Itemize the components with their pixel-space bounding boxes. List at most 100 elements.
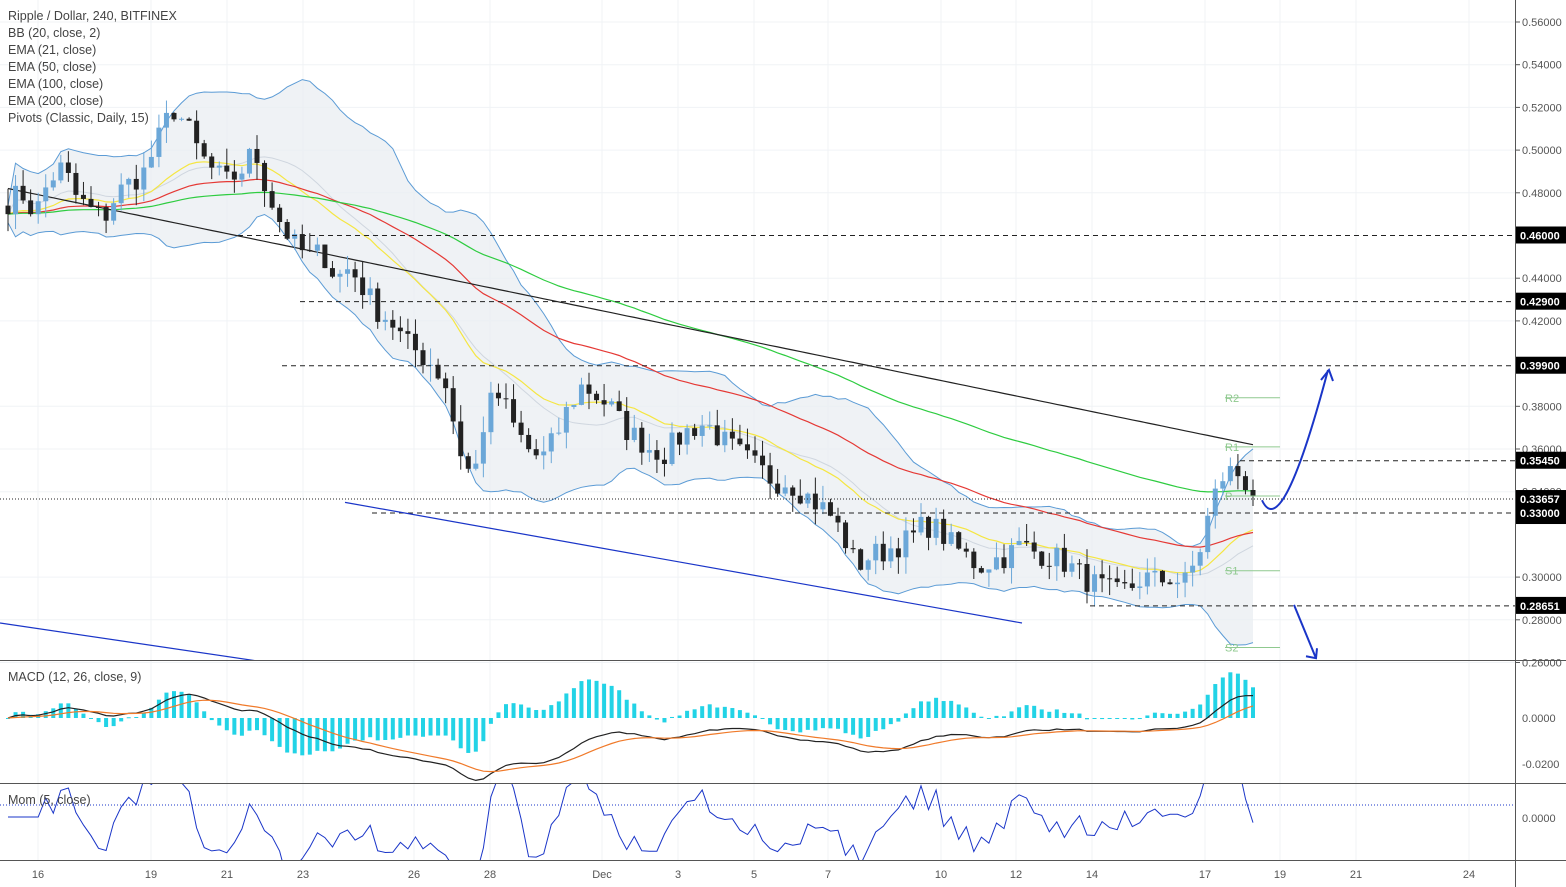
macd-histogram-bar — [300, 718, 305, 756]
candle-body — [269, 191, 275, 208]
macd-pane[interactable] — [6, 672, 1255, 782]
price-tick-label: 0.38000 — [1522, 401, 1562, 413]
candle-body — [895, 548, 901, 558]
macd-histogram-bar — [164, 692, 169, 718]
macd-histogram-bar — [1122, 718, 1127, 719]
indicator-ema100[interactable]: EMA (100, close) — [8, 77, 104, 91]
candle-body — [352, 269, 358, 278]
macd-histogram-bar — [194, 702, 199, 718]
candle-body — [1152, 570, 1158, 573]
indicator-ema200[interactable]: EMA (200, close) — [8, 94, 104, 108]
candle-body — [578, 384, 584, 405]
macd-histogram-bar — [202, 711, 207, 718]
macd-tick-label: 0.0000 — [1522, 713, 1556, 725]
candle-body — [103, 207, 109, 221]
candle-body — [1069, 563, 1075, 572]
candle-body — [865, 560, 871, 570]
macd-histogram-bar — [549, 705, 554, 718]
projection-arrow-down-head — [1305, 648, 1318, 660]
price-tick-label: 0.28000 — [1522, 615, 1562, 627]
time-tick-label: 28 — [484, 869, 496, 881]
candle-body — [35, 201, 41, 215]
macd-histogram-bar — [730, 708, 735, 718]
momentum-label[interactable]: Mom (5, close) — [8, 793, 91, 807]
macd-histogram-bar — [315, 718, 320, 751]
candle-body — [443, 378, 449, 389]
candle-body — [201, 143, 207, 157]
macd-histogram-bar — [89, 718, 93, 719]
candle-body — [133, 178, 139, 190]
price-level-tag — [1516, 504, 1566, 522]
candle-body — [20, 185, 26, 201]
candle-body — [141, 167, 147, 190]
price-level-tag-label: 0.33657 — [1520, 494, 1560, 506]
candle-body — [511, 399, 517, 423]
symbol-title[interactable]: Ripple / Dollar, 240, BITFINEX — [8, 9, 177, 23]
indicator-ema21[interactable]: EMA (21, close) — [8, 43, 97, 57]
macd-histogram-bar — [473, 718, 478, 752]
macd-histogram-bar — [964, 707, 969, 718]
candle-body — [1009, 545, 1015, 569]
macd-histogram-bar — [790, 718, 795, 732]
candle-body — [616, 401, 622, 411]
candle-body — [526, 434, 532, 450]
price-axis[interactable]: 0.56000 0.54000 0.52000 0.50000 0.48000 0.440… — [1515, 17, 1566, 670]
candle-body — [375, 288, 381, 322]
candle-body — [111, 203, 117, 221]
macd-histogram-bar — [1205, 694, 1210, 718]
candle-body — [556, 432, 562, 434]
price-tick-label: 0.54000 — [1522, 60, 1562, 72]
macd-histogram-bar — [443, 718, 448, 736]
candle-body — [337, 273, 343, 277]
macd-histogram-bar — [805, 718, 810, 730]
time-tick-label: 17 — [1199, 869, 1211, 881]
macd-histogram-bar — [496, 712, 501, 718]
macd-label[interactable]: MACD (12, 26, close, 9) — [8, 670, 142, 684]
macd-histogram-bar — [375, 718, 380, 741]
macd-histogram-bar — [979, 716, 984, 718]
candle-body — [812, 493, 818, 510]
indicator-pivots[interactable]: Pivots (Classic, Daily, 15) — [8, 111, 149, 125]
time-axis[interactable]: 16 19 21 23 26 28 Dec 3 5 7 10 12 14 17 19 21 24 — [32, 869, 1475, 881]
price-pane[interactable]: R2 R1 P S1 S2 — [0, 79, 1515, 691]
macd-histogram-bar — [662, 718, 667, 723]
candle-body — [1046, 565, 1052, 567]
candle-body — [262, 162, 268, 192]
candle-body — [65, 162, 71, 173]
candle-body — [314, 244, 320, 251]
macd-histogram-bar — [949, 700, 954, 718]
macd-line — [7, 693, 1254, 782]
macd-histogram-bar — [745, 712, 750, 718]
candle-body — [1227, 466, 1233, 482]
macd-histogram-bar — [632, 703, 637, 718]
momentum-axis[interactable]: 0.0000 — [1522, 813, 1556, 825]
indicator-bb[interactable]: BB (20, close, 2) — [8, 26, 101, 40]
price-level-tag-label: 0.33000 — [1520, 508, 1560, 520]
candle-body — [1167, 582, 1173, 585]
candle-body — [782, 487, 788, 494]
momentum-pane[interactable] — [0, 747, 1515, 887]
macd-histogram-bar — [511, 703, 516, 718]
macd-histogram-bar — [1047, 711, 1052, 718]
macd-histogram-bar — [66, 703, 71, 718]
macd-histogram-bar — [255, 718, 259, 731]
macd-histogram-bar — [1137, 718, 1142, 720]
macd-histogram-bar — [285, 718, 290, 753]
candle-body — [797, 495, 803, 504]
macd-histogram-bar — [1085, 718, 1089, 720]
time-tick-label: 21 — [221, 869, 233, 881]
candle-body — [1001, 557, 1007, 569]
indicator-ema50[interactable]: EMA (50, close) — [8, 60, 97, 74]
macd-axis[interactable]: 0.0000 -0.0200 — [1522, 713, 1559, 771]
macd-histogram-bar — [1100, 718, 1105, 720]
macd-histogram-bar — [692, 709, 697, 718]
candle-body — [646, 450, 652, 453]
macd-histogram-bar — [1039, 709, 1044, 718]
time-tick-label: 23 — [297, 869, 309, 881]
candle-body — [231, 171, 237, 180]
candle-body — [171, 112, 177, 120]
candle-body — [918, 516, 924, 533]
candle-body — [850, 548, 856, 550]
candle-body — [1114, 578, 1120, 583]
